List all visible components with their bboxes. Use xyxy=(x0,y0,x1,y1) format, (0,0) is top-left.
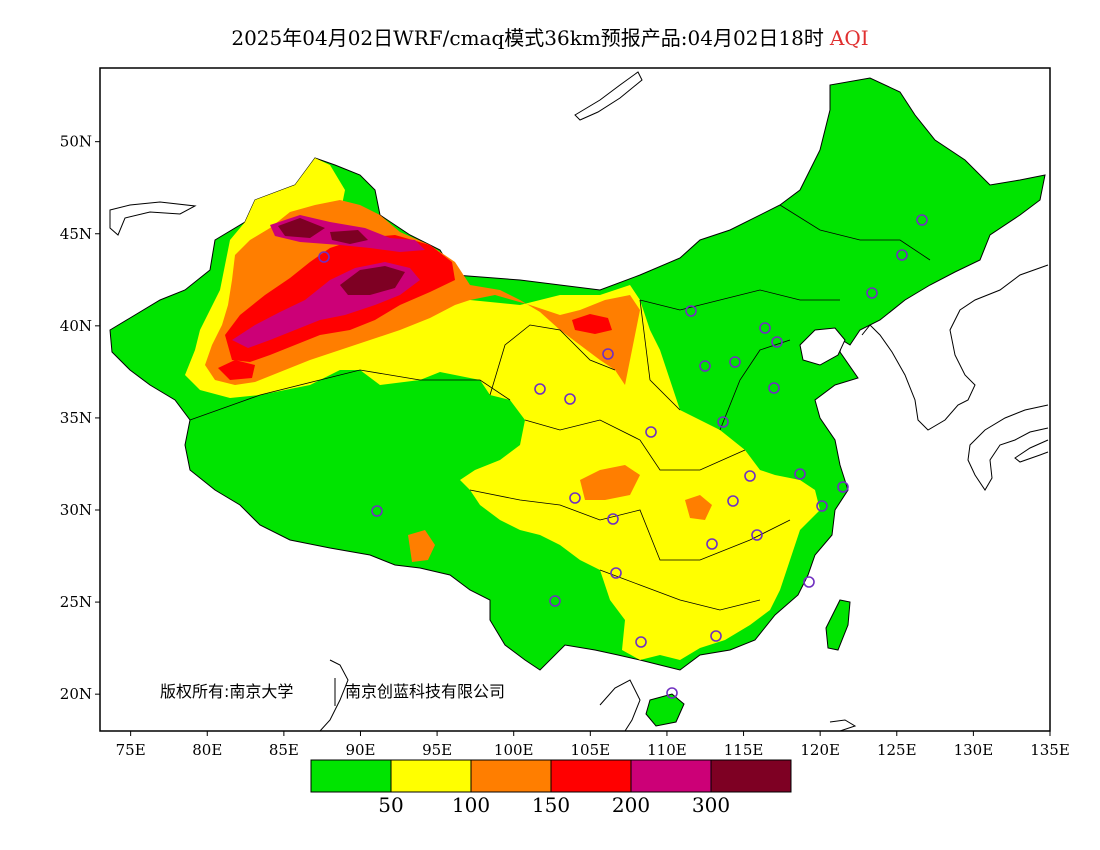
legend-label: 200 xyxy=(612,793,650,817)
lon-tick-label: 125E xyxy=(877,741,917,759)
aqi-legend: 50 100 150 200 300 xyxy=(310,759,792,817)
lon-tick-label: 85E xyxy=(269,741,299,759)
lon-tick-label: 130E xyxy=(954,741,994,759)
station-marker xyxy=(916,214,928,226)
lat-tick-label: 30N xyxy=(60,501,92,519)
aqi-region-usg-east xyxy=(685,495,712,520)
station-marker xyxy=(717,416,729,428)
legend-label: 300 xyxy=(692,793,730,817)
aqi-region-taiwan xyxy=(825,599,851,651)
station-marker xyxy=(371,505,383,517)
station-marker xyxy=(768,382,780,394)
aqi-region-usg-south xyxy=(580,465,640,500)
station-marker xyxy=(549,595,561,607)
lon-tick-label: 80E xyxy=(192,741,222,759)
aqi-region-hazardous-b xyxy=(330,230,368,244)
lat-tick-label: 50N xyxy=(60,133,92,151)
station-markers xyxy=(318,214,928,699)
station-marker xyxy=(607,513,619,525)
lon-tick-label: 120E xyxy=(800,741,840,759)
legend-swatch xyxy=(710,759,792,793)
legend-label: 150 xyxy=(532,793,570,817)
lat-tick-label: 40N xyxy=(60,317,92,335)
lon-tick-label: 135E xyxy=(1030,741,1070,759)
aqi-region-unhealthy-east xyxy=(572,314,612,334)
station-marker xyxy=(816,500,828,512)
station-marker xyxy=(569,492,581,504)
station-marker xyxy=(564,393,576,405)
province-borders xyxy=(189,204,931,611)
map-content: 版权所有:南京大学 南京创蓝科技有限公司 xyxy=(109,71,1049,731)
lat-tick-label: 20N xyxy=(60,685,92,703)
lon-tick-label: 105E xyxy=(571,741,611,759)
lon-tick-label: 75E xyxy=(116,741,146,759)
lon-tick-label: 100E xyxy=(494,741,534,759)
longitude-ticks: 75E 80E 85E 90E 95E 100E 105E 110E 115E 120E 125E 1… xyxy=(116,731,1070,759)
station-marker xyxy=(610,567,622,579)
legend-swatch xyxy=(630,759,712,793)
aqi-region-unhealthy-sw xyxy=(218,360,255,380)
station-marker xyxy=(744,470,756,482)
copyright-owner-a: 版权所有:南京大学 xyxy=(160,682,293,701)
station-marker xyxy=(602,348,614,360)
latitude-ticks: 20N 25N 30N 35N 40N 45N 50N xyxy=(60,133,100,703)
aqi-region-hazardous-a xyxy=(278,218,325,238)
station-marker xyxy=(771,336,783,348)
station-marker xyxy=(837,481,849,493)
legend-label: 100 xyxy=(452,793,490,817)
bohai-sea xyxy=(799,327,846,366)
station-marker xyxy=(866,287,878,299)
station-marker xyxy=(318,251,330,263)
lon-tick-label: 115E xyxy=(724,741,764,759)
station-marker xyxy=(759,322,771,334)
lon-tick-label: 95E xyxy=(422,741,452,759)
station-marker xyxy=(803,576,815,588)
station-marker xyxy=(896,249,908,261)
station-marker xyxy=(666,687,678,699)
legend-swatch xyxy=(310,759,392,793)
station-marker xyxy=(534,383,546,395)
station-marker xyxy=(729,356,741,368)
station-marker xyxy=(699,360,711,372)
coastlines xyxy=(109,71,1049,731)
station-marker xyxy=(751,529,763,541)
station-marker xyxy=(645,426,657,438)
aqi-region-hazardous-c xyxy=(340,266,405,295)
legend-swatch xyxy=(470,759,552,793)
lat-tick-label: 45N xyxy=(60,225,92,243)
station-marker xyxy=(794,468,806,480)
legend-swatch xyxy=(550,759,632,793)
station-marker xyxy=(710,630,722,642)
lat-tick-label: 35N xyxy=(60,409,92,427)
lat-tick-label: 25N xyxy=(60,593,92,611)
station-marker xyxy=(685,305,697,317)
lon-tick-label: 90E xyxy=(345,741,375,759)
station-marker xyxy=(635,636,647,648)
station-marker xyxy=(727,495,739,507)
aqi-region-hainan xyxy=(645,693,685,727)
title-main: 2025年04月02日WRF/cmaq模式36km预报产品:04月02日18时 xyxy=(231,26,824,50)
legend-label: 50 xyxy=(378,793,403,817)
lon-tick-label: 110E xyxy=(647,741,687,759)
copyright-owner-b: 南京创蓝科技有限公司 xyxy=(345,682,505,701)
legend-swatch xyxy=(390,759,472,793)
map-title: 2025年04月02日WRF/cmaq模式36km预报产品:04月02日18时 A… xyxy=(0,22,1100,51)
title-variable: AQI xyxy=(829,26,869,50)
station-marker xyxy=(706,538,718,550)
aqi-region-usg-tibet xyxy=(408,530,435,562)
